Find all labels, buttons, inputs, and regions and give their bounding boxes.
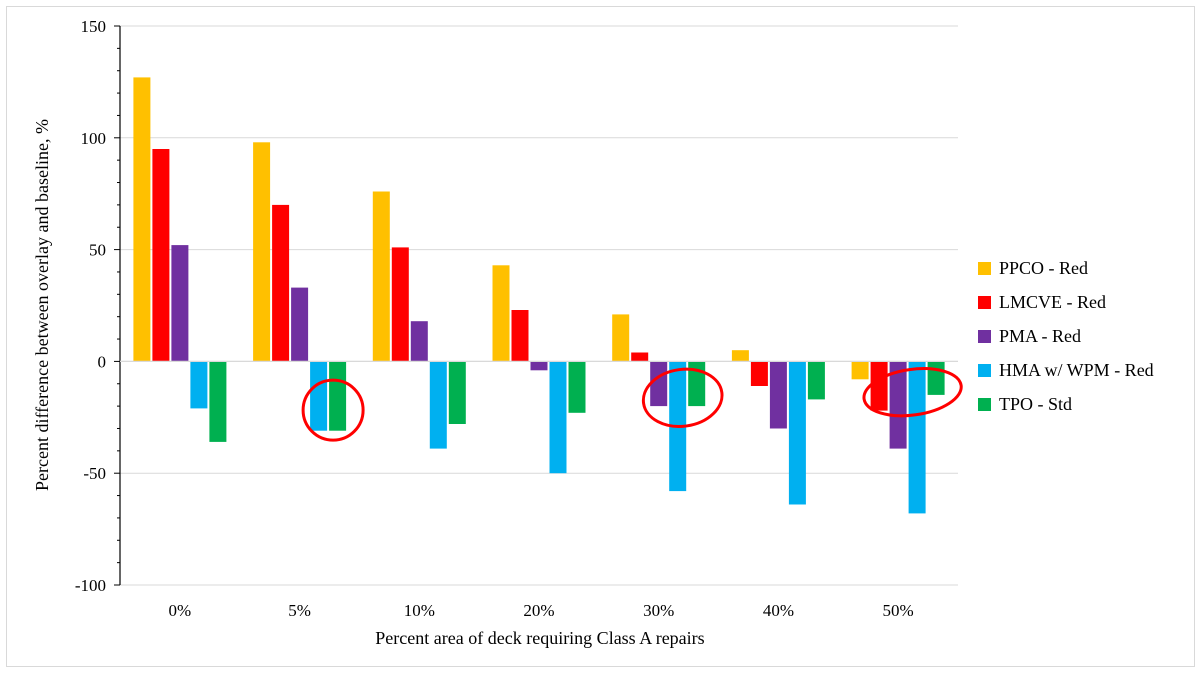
legend-swatch xyxy=(978,398,991,411)
bar-lmcve-red-0pct xyxy=(152,149,170,362)
bar-lmcve-red-50pct xyxy=(870,361,888,411)
bar-hma-w-wpm-red-40pct xyxy=(788,361,806,505)
bar-lmcve-red-10pct xyxy=(391,247,409,362)
y-tick-label: -50 xyxy=(83,464,106,483)
x-tick-label: 20% xyxy=(523,601,554,620)
bar-pma-red-0pct xyxy=(171,245,189,362)
x-tick-label: 10% xyxy=(404,601,435,620)
legend-swatch xyxy=(978,262,991,275)
bar-ppco-red-10pct xyxy=(372,191,390,362)
x-tick-label: 30% xyxy=(643,601,674,620)
highlight-ellipse xyxy=(641,367,724,428)
bar-ppco-red-40pct xyxy=(731,350,749,362)
bar-ppco-red-50pct xyxy=(851,361,869,380)
highlight-ellipse xyxy=(301,378,365,442)
bar-lmcve-red-20pct xyxy=(511,310,529,362)
bar-tpo-std-50pct xyxy=(927,361,945,395)
legend-label: PMA - Red xyxy=(999,326,1081,346)
bar-ppco-red-0pct xyxy=(133,77,151,362)
bar-tpo-std-5pct xyxy=(329,361,347,431)
y-tick-label: 150 xyxy=(81,17,107,36)
legend-label: HMA w/ WPM - Red xyxy=(999,360,1154,380)
y-axis-label: Percent difference between overlay and b… xyxy=(32,119,52,491)
bar-pma-red-40pct xyxy=(769,361,787,429)
bar-ppco-red-5pct xyxy=(253,142,271,362)
bar-tpo-std-0pct xyxy=(209,361,227,442)
bar-pma-red-50pct xyxy=(889,361,907,449)
bar-hma-w-wpm-red-0pct xyxy=(190,361,208,409)
x-tick-label: 0% xyxy=(169,601,192,620)
bar-lmcve-red-5pct xyxy=(272,204,290,362)
x-tick-label: 50% xyxy=(883,601,914,620)
legend-label: LMCVE - Red xyxy=(999,292,1106,312)
bar-pma-red-10pct xyxy=(410,321,428,362)
x-axis-label: Percent area of deck requiring Class A r… xyxy=(375,628,704,648)
bar-pma-red-30pct xyxy=(650,361,668,407)
highlight-ellipse xyxy=(862,367,963,418)
bar-tpo-std-20pct xyxy=(568,361,586,413)
bar-lmcve-red-40pct xyxy=(750,361,768,386)
bar-hma-w-wpm-red-10pct xyxy=(429,361,447,449)
bar-hma-w-wpm-red-20pct xyxy=(549,361,567,474)
bar-tpo-std-10pct xyxy=(448,361,466,424)
legend-swatch xyxy=(978,296,991,309)
bar-tpo-std-40pct xyxy=(807,361,825,400)
bar-hma-w-wpm-red-5pct xyxy=(310,361,328,431)
y-tick-label: 100 xyxy=(81,129,107,148)
bar-pma-red-20pct xyxy=(530,361,548,371)
legend-swatch xyxy=(978,364,991,377)
legend-label: PPCO - Red xyxy=(999,258,1088,278)
x-tick-label: 40% xyxy=(763,601,794,620)
y-tick-label: 0 xyxy=(98,352,107,371)
legend-swatch xyxy=(978,330,991,343)
bar-hma-w-wpm-red-50pct xyxy=(908,361,926,514)
x-tick-label: 5% xyxy=(288,601,311,620)
y-tick-label: -100 xyxy=(75,576,106,595)
bar-ppco-red-20pct xyxy=(492,265,510,362)
legend-label: TPO - Std xyxy=(999,394,1072,414)
bar-pma-red-5pct xyxy=(291,287,309,362)
chart-frame xyxy=(6,6,1195,667)
bar-lmcve-red-30pct xyxy=(631,352,649,362)
y-tick-label: 50 xyxy=(89,241,106,260)
bar-ppco-red-30pct xyxy=(612,314,630,362)
